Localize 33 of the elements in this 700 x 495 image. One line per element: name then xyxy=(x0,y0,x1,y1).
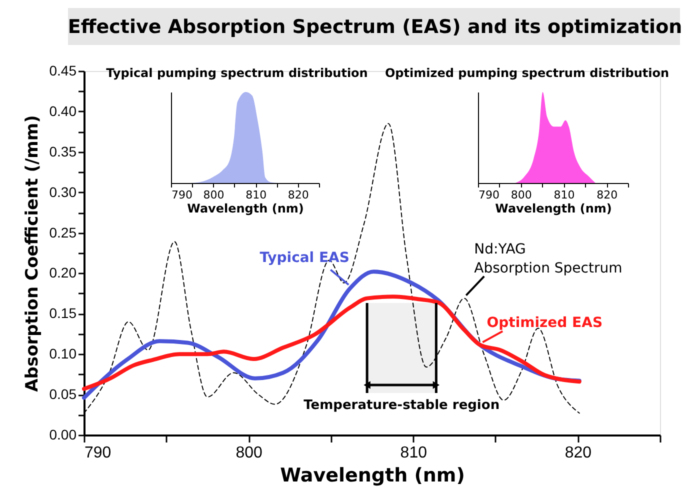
y-tick-label: 0.40 xyxy=(49,102,77,119)
y-tick-label: 0.45 xyxy=(49,62,77,78)
x-tick-label: 800 xyxy=(203,188,224,202)
x-tick-label: 790 xyxy=(478,188,500,202)
y-tick-label: 0.30 xyxy=(49,184,77,200)
x-axis-title: Wavelength (nm) xyxy=(280,464,465,486)
x-tick-label: 810 xyxy=(554,188,575,202)
y-tick-label: 0.10 xyxy=(49,346,77,362)
x-tick-label: 790 xyxy=(84,444,112,462)
chart-title: Effective Absorption Spectrum (EAS) and its optimization xyxy=(68,16,682,38)
series-label: Nd:YAG Absorption Spectrum xyxy=(474,241,622,276)
x-tick-label: 810 xyxy=(246,188,267,202)
x-tick-label: 800 xyxy=(236,444,263,462)
y-tick-label: 0.00 xyxy=(49,426,77,442)
y-tick-label: 0.20 xyxy=(49,264,77,281)
y-axis-title: Absorption Coefficient (/mm) xyxy=(22,115,42,392)
series-label: Typical EAS xyxy=(260,250,350,266)
legend-label: Temperature-stable region xyxy=(304,398,500,413)
x-axis-title: Wavelength (nm) xyxy=(187,202,304,216)
x-tick-label: 790 xyxy=(172,188,192,202)
y-tick-label: 0.05 xyxy=(49,386,77,402)
y-tick-label: 0.15 xyxy=(49,305,77,322)
chart-title: Optimized pumping spectrum distribution xyxy=(384,66,670,80)
y-tick-label: 0.35 xyxy=(49,143,77,160)
x-tick-label: 820 xyxy=(288,188,309,202)
x-tick-label: 820 xyxy=(596,188,618,202)
x-tick-label: 800 xyxy=(510,188,532,202)
y-tick-label: 0.25 xyxy=(49,224,77,240)
series-label: Optimized EAS xyxy=(486,315,603,332)
x-axis-title: Wavelength (nm) xyxy=(495,202,612,216)
chart-title: Typical pumping spectrum distribution xyxy=(106,66,368,80)
x-tick-label: 820 xyxy=(564,444,592,462)
x-tick-label: 810 xyxy=(400,444,428,462)
